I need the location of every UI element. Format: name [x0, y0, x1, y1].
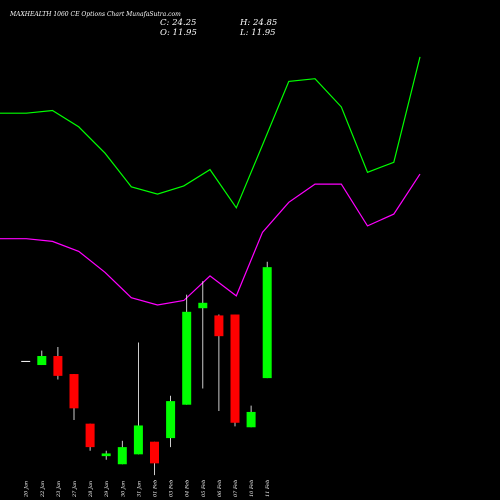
candle-body [37, 356, 47, 366]
candle-body [182, 311, 192, 405]
x-tick-label: 05 Feb [201, 480, 207, 497]
candle [182, 294, 192, 405]
x-tick-label: 04 Feb [185, 480, 191, 497]
candle [101, 450, 111, 460]
candle-body [69, 374, 79, 409]
upper-band-line [0, 56, 421, 210]
low-value: L: 11.95 [240, 28, 276, 38]
candle [37, 350, 47, 366]
candle-body [262, 267, 272, 379]
x-tick-label: 22 Jan [40, 481, 46, 498]
x-tick-label: 06 Feb [217, 480, 223, 497]
close-value: C: 24.25 [160, 18, 197, 28]
candle-body [230, 314, 240, 423]
candle [262, 261, 272, 379]
candle-body [85, 423, 95, 448]
open-value: O: 11.95 [160, 28, 197, 38]
bands [0, 56, 421, 306]
x-tick-label: 03 Feb [169, 480, 175, 497]
candle-body [150, 441, 159, 464]
candle [246, 405, 256, 428]
candle [230, 314, 240, 427]
x-tick-label: 23 Jan [56, 481, 62, 498]
candle-body [246, 411, 256, 428]
candle-body [133, 425, 143, 455]
candle [53, 346, 63, 380]
candle-body [198, 302, 208, 309]
candle-body [101, 453, 111, 457]
candle-body [214, 315, 224, 337]
x-axis-ticks: 20 Jan 22 Jan 23 Jan 27 Jan 28 Jan 29 Jan 30 J… [24, 480, 272, 498]
candle-body [53, 356, 63, 376]
x-tick-label: 07 Feb [233, 480, 239, 497]
x-tick-label: 01 Feb [153, 480, 159, 497]
candle [133, 342, 143, 455]
x-tick-label: 20 Jan [24, 481, 30, 498]
candle [214, 314, 224, 412]
high-value: H: 24.85 [240, 18, 278, 28]
x-tick-label: 29 Jan [104, 481, 110, 498]
chart-title: MAXHEALTH 1060 CE Options Chart MunafaSu… [10, 11, 181, 18]
candle [69, 374, 79, 421]
x-tick-label: 27 Jan [72, 481, 78, 498]
candle [117, 440, 127, 465]
candle-body [117, 447, 127, 465]
lower-band-line [0, 173, 421, 306]
candle [166, 395, 176, 448]
candles [21, 261, 272, 476]
x-tick-label: 11 Feb [265, 480, 271, 497]
x-tick-label: 28 Jan [88, 481, 94, 498]
candle-body [166, 401, 176, 439]
candle [150, 441, 159, 476]
x-tick-label: 30 Jan [120, 481, 126, 497]
candle [198, 281, 208, 389]
candle [85, 423, 95, 451]
x-tick-label: 31 Jan [136, 481, 142, 497]
x-tick-label: 10 Feb [249, 480, 255, 497]
